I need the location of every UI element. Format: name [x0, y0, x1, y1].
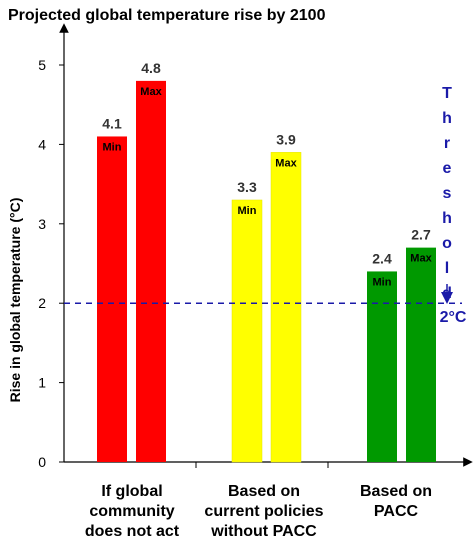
y-tick-label: 4	[38, 136, 46, 152]
bar-min	[97, 136, 127, 462]
y-tick-label: 1	[38, 375, 46, 391]
threshold-letter: T	[442, 85, 452, 102]
threshold-letter: e	[443, 160, 452, 177]
bar-value-label: 2.7	[411, 227, 431, 243]
bar-value-label: 2.4	[372, 250, 392, 266]
bar-min-tag: Min	[238, 205, 257, 217]
y-tick-label: 2	[38, 295, 46, 311]
bar-value-label: 4.1	[102, 115, 122, 131]
bar-value-label: 3.9	[276, 131, 296, 147]
threshold-letter: s	[443, 185, 452, 202]
bar-max	[406, 247, 436, 462]
bar-min-tag: Min	[373, 276, 392, 288]
y-tick-label: 5	[38, 57, 46, 73]
bar-value-label: 3.3	[237, 179, 257, 195]
threshold-letter: o	[442, 235, 452, 252]
threshold-letter: h	[442, 210, 452, 227]
category-label: If global	[101, 483, 162, 500]
bar-min	[367, 271, 397, 462]
chart-title: Projected global temperature rise by 210…	[8, 7, 326, 24]
category-label: does not act	[85, 523, 180, 540]
category-label: Based on	[360, 483, 432, 500]
threshold-letter: h	[442, 110, 452, 127]
category-label: without PACC	[210, 523, 317, 540]
y-tick-label: 3	[38, 216, 46, 232]
bar-max-tag: Max	[140, 86, 162, 98]
category-label: PACC	[374, 503, 419, 520]
bar-value-label: 4.8	[141, 60, 161, 76]
category-label: current policies	[204, 503, 323, 520]
y-axis-label: Rise in global temperature (°C)	[7, 198, 23, 403]
threshold-letter: r	[444, 135, 450, 152]
chart-layer: 0 1 2 3 4 5 If global community does not act Base…	[38, 23, 473, 540]
bar-max-tag: Max	[275, 157, 297, 169]
bar-min-tag: Min	[103, 141, 122, 153]
bar-max	[136, 80, 166, 462]
bar-max	[270, 152, 302, 463]
threshold-value-label: 2°C	[440, 309, 467, 326]
bar-max-tag: Max	[410, 253, 432, 265]
bar-min	[231, 199, 263, 463]
category-label: community	[89, 503, 174, 520]
category-label: Based on	[228, 483, 300, 500]
y-tick-label: 0	[38, 454, 46, 470]
threshold-letter: l	[445, 260, 449, 277]
